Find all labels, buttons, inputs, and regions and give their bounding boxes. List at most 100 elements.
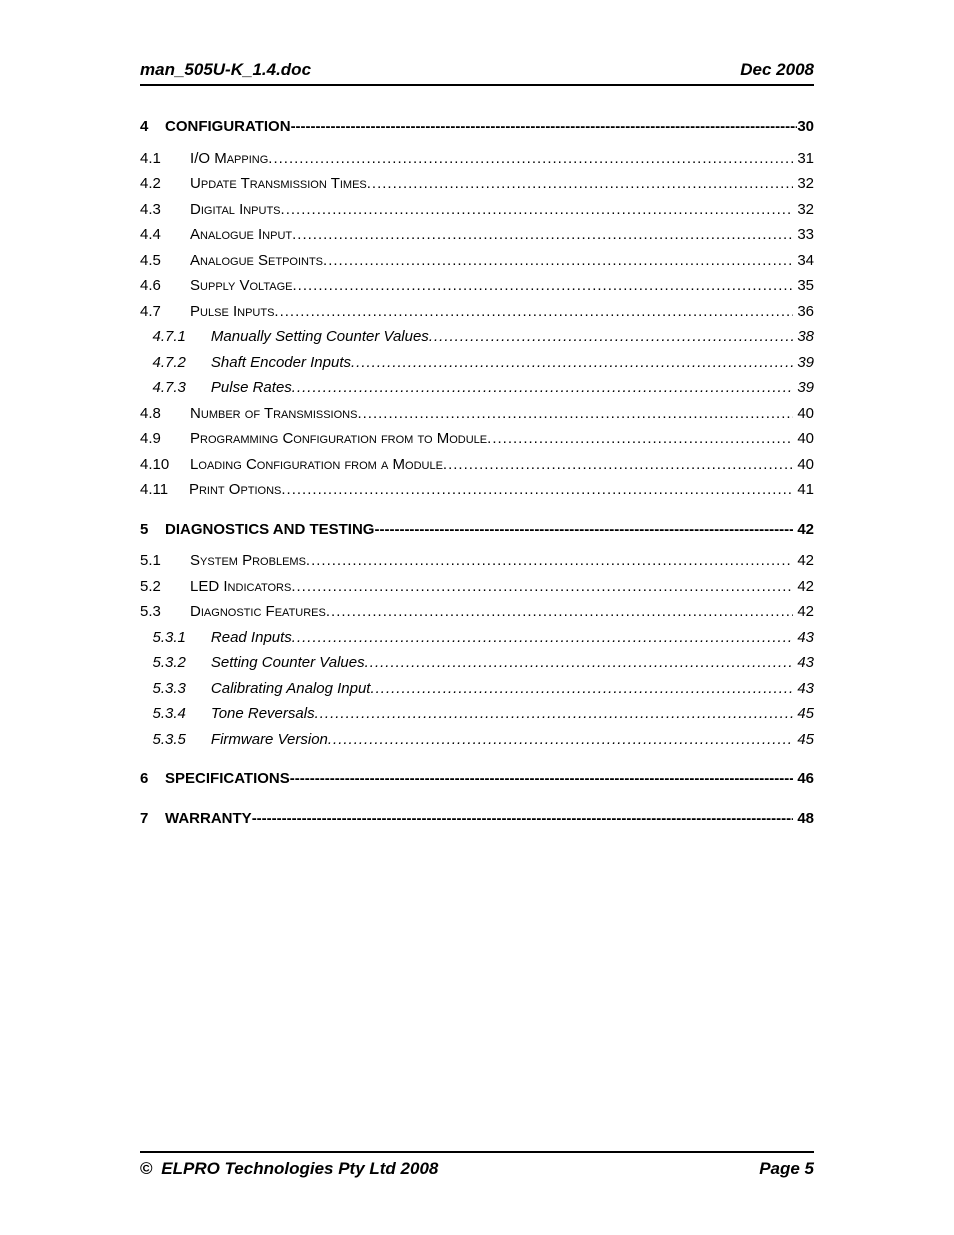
toc-section: 4.3 Digital Inputs 32 [140, 197, 814, 223]
toc-num: 5.1 [140, 548, 161, 574]
toc-title: Loading Configuration from a Module [190, 452, 443, 478]
toc-subsection: 4.7.1 Manually Setting Counter Values 38 [140, 324, 814, 350]
page: man_505U-K_1.4.doc Dec 2008 4 CONFIGURAT… [0, 0, 954, 1235]
toc-chapter: 6 SPECIFICATIONS 46 [140, 766, 814, 792]
toc-leader [374, 517, 793, 543]
toc-title: Calibrating Analog Input [211, 676, 371, 702]
toc-leader [315, 701, 794, 727]
toc-leader [351, 350, 793, 376]
toc-subsection: 5.3.2 Setting Counter Values 43 [140, 650, 814, 676]
toc-leader [367, 171, 793, 197]
toc-num: 4.10 [140, 452, 169, 478]
toc-leader [443, 452, 793, 478]
toc-leader [429, 324, 793, 350]
toc-section: 4.8 Number of Transmissions 40 [140, 401, 814, 427]
toc-subsection: 5.3.1 Read Inputs 43 [140, 625, 814, 651]
toc-num: 5.3.4 [153, 701, 186, 727]
toc-title: Analogue Input [190, 222, 292, 248]
toc-leader [281, 477, 793, 503]
toc-num: 5.3.3 [153, 676, 186, 702]
toc-title: Analogue Setpoints [190, 248, 323, 274]
toc-num: 4.11 [140, 477, 168, 503]
toc-section-group: 4.1 I/O Mapping 31 4.2 Update Transmissi… [140, 146, 814, 503]
toc-title: Firmware Version [211, 727, 328, 753]
toc-num: 4.6 [140, 273, 161, 299]
toc-leader [292, 625, 793, 651]
toc-section: 4.11 Print Options 41 [140, 477, 814, 503]
toc-title: CONFIGURATION [165, 114, 291, 140]
toc-num: 4.7.1 [153, 324, 186, 350]
toc-title: Supply Voltage [190, 273, 292, 299]
toc-leader [274, 299, 793, 325]
toc-title: Update Transmission Times [190, 171, 367, 197]
header-left: man_505U-K_1.4.doc [140, 60, 311, 80]
toc-num: 5.3.1 [153, 625, 186, 651]
toc-leader [306, 548, 793, 574]
toc-title: Pulse Rates [211, 375, 292, 401]
toc-leader [326, 599, 793, 625]
footer-left: © ELPRO Technologies Pty Ltd 2008 [140, 1159, 438, 1179]
toc-section: 5.3 Diagnostic Features 42 [140, 599, 814, 625]
toc-title: Diagnostic Features [190, 599, 326, 625]
toc-title: SPECIFICATIONS [165, 766, 290, 792]
toc-leader [487, 426, 793, 452]
toc-chapter: 5 DIAGNOSTICS AND TESTING 42 [140, 517, 814, 543]
toc-leader [323, 248, 793, 274]
toc-title: Programming Configuration from to Module [190, 426, 487, 452]
toc-page: 30 [797, 114, 814, 140]
toc-num: 7 [140, 806, 148, 832]
toc-section: 4.9 Programming Configuration from to Mo… [140, 426, 814, 452]
toc-leader [328, 727, 793, 753]
toc-num: 4.3 [140, 197, 161, 223]
toc-subsection: 5.3.3 Calibrating Analog Input 43 [140, 676, 814, 702]
toc-title: Number of Transmissions [190, 401, 357, 427]
toc-section: 4.2 Update Transmission Times 32 [140, 171, 814, 197]
toc-title: WARRANTY [165, 806, 252, 832]
page-header: man_505U-K_1.4.doc Dec 2008 [140, 60, 814, 86]
toc-section: 4.5 Analogue Setpoints 34 [140, 248, 814, 274]
copyright-icon: © [140, 1159, 153, 1178]
toc-title: Print Options [189, 477, 281, 503]
toc-leader [252, 806, 793, 832]
toc-num: 4.7.3 [153, 375, 186, 401]
toc-section: 4.6 Supply Voltage 35 [140, 273, 814, 299]
toc-leader [370, 676, 793, 702]
toc-num: 5.3 [140, 599, 161, 625]
table-of-contents: 4 CONFIGURATION 30 4.1 I/O Mapping 31 4.… [140, 114, 814, 831]
toc-num: 5.3.2 [153, 650, 186, 676]
toc-subsection: 4.7.2 Shaft Encoder Inputs 39 [140, 350, 814, 376]
toc-title: Pulse Inputs [190, 299, 274, 325]
toc-title: Manually Setting Counter Values [211, 324, 429, 350]
toc-num: 4.7.2 [153, 350, 186, 376]
toc-section: 4.10 Loading Configuration from a Module… [140, 452, 814, 478]
toc-num: 4 [140, 114, 148, 140]
toc-leader [291, 574, 793, 600]
toc-chapter: 7 WARRANTY 48 [140, 806, 814, 832]
toc-num: 4.9 [140, 426, 161, 452]
toc-leader [365, 650, 794, 676]
toc-subsection: 4.7.3 Pulse Rates 39 [140, 375, 814, 401]
toc-section: 4.1 I/O Mapping 31 [140, 146, 814, 172]
toc-num: 4.7 [140, 299, 161, 325]
toc-num: 5.3.5 [153, 727, 186, 753]
toc-title: Setting Counter Values [211, 650, 365, 676]
toc-leader [281, 197, 794, 223]
toc-num: 5.2 [140, 574, 161, 600]
toc-subsection: 5.3.4 Tone Reversals 45 [140, 701, 814, 727]
toc-subsection: 5.3.5 Firmware Version 45 [140, 727, 814, 753]
page-footer: © ELPRO Technologies Pty Ltd 2008 Page 5 [140, 1151, 814, 1179]
toc-title: I/O Mapping [190, 146, 268, 172]
toc-leader [292, 375, 793, 401]
toc-section-group: 5.1 System Problems 42 5.2 LED Indicator… [140, 548, 814, 752]
toc-num: 4.2 [140, 171, 161, 197]
toc-num: 4.4 [140, 222, 161, 248]
header-right: Dec 2008 [740, 60, 814, 80]
toc-leader [357, 401, 793, 427]
toc-title: LED Indicators [190, 574, 291, 600]
toc-num: 6 [140, 766, 148, 792]
toc-leader [290, 766, 793, 792]
toc-chapter: 4 CONFIGURATION 30 [140, 114, 814, 140]
toc-title: System Problems [190, 548, 306, 574]
toc-section: 5.1 System Problems 42 [140, 548, 814, 574]
toc-title: Shaft Encoder Inputs [211, 350, 351, 376]
